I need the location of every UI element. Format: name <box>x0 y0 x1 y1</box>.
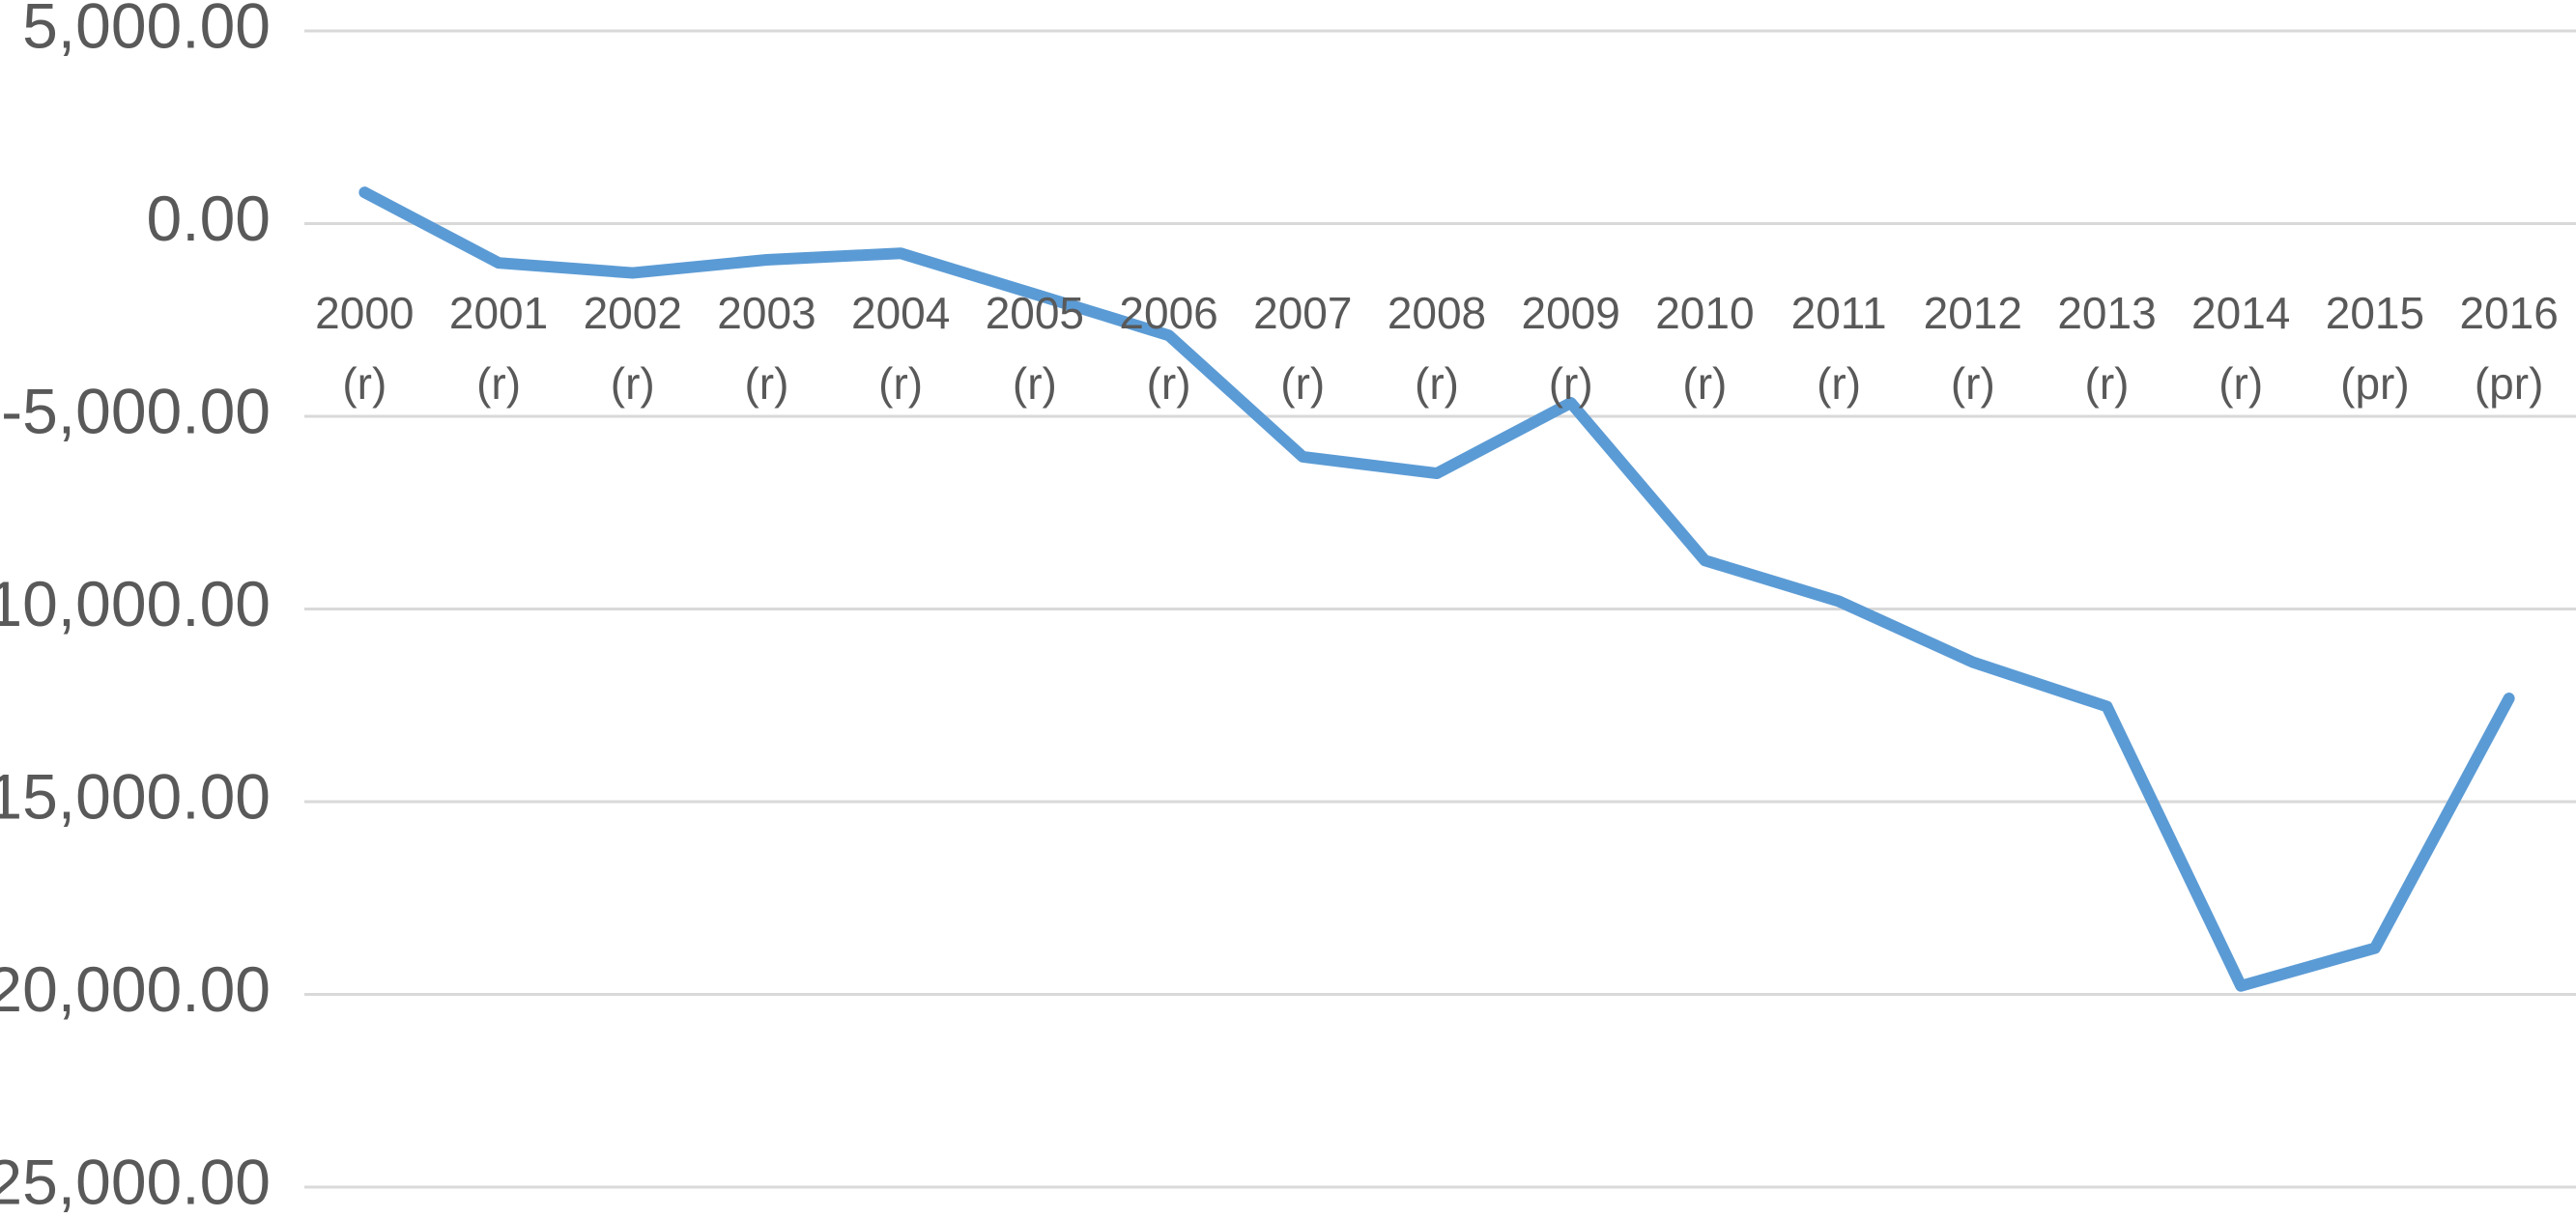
y-tick-label: -10,000.00 <box>0 568 271 639</box>
x-tick-label: 2015 (pr) <box>2325 287 2425 409</box>
y-tick-label: -20,000.00 <box>0 953 271 1025</box>
x-tick-label: 2010 (r) <box>1655 287 1755 409</box>
y-tick-label: -5,000.00 <box>1 375 271 446</box>
x-tick-label: 2000 (r) <box>315 287 415 409</box>
x-tick-label: 2005 (r) <box>985 287 1085 409</box>
x-tick-label: 2013 (r) <box>2057 287 2157 409</box>
y-tick-label: -25,000.00 <box>0 1146 271 1217</box>
x-tick-label: 2016 (pr) <box>2459 287 2559 409</box>
x-tick-label: 2011 (r) <box>1790 287 1887 409</box>
y-tick-label: 0.00 <box>147 183 271 254</box>
x-tick-label: 2001 (r) <box>448 287 549 409</box>
x-tick-label: 2014 (r) <box>2191 287 2291 409</box>
y-tick-label: -15,000.00 <box>0 760 271 832</box>
x-tick-label: 2003 (r) <box>717 287 816 409</box>
y-tick-label: 5,000.00 <box>22 0 271 61</box>
data-line <box>358 186 2515 992</box>
x-tick-label: 2002 (r) <box>583 287 682 409</box>
x-tick-label: 2012 (r) <box>1923 287 2022 409</box>
x-tick-label: 2004 (r) <box>850 287 951 409</box>
x-tick-label: 2009 (r) <box>1521 287 1620 409</box>
x-tick-label: 2007 (r) <box>1253 287 1353 409</box>
x-tick-label: 2008 (r) <box>1387 287 1487 409</box>
x-tick-label: 2006 (r) <box>1119 287 1218 409</box>
